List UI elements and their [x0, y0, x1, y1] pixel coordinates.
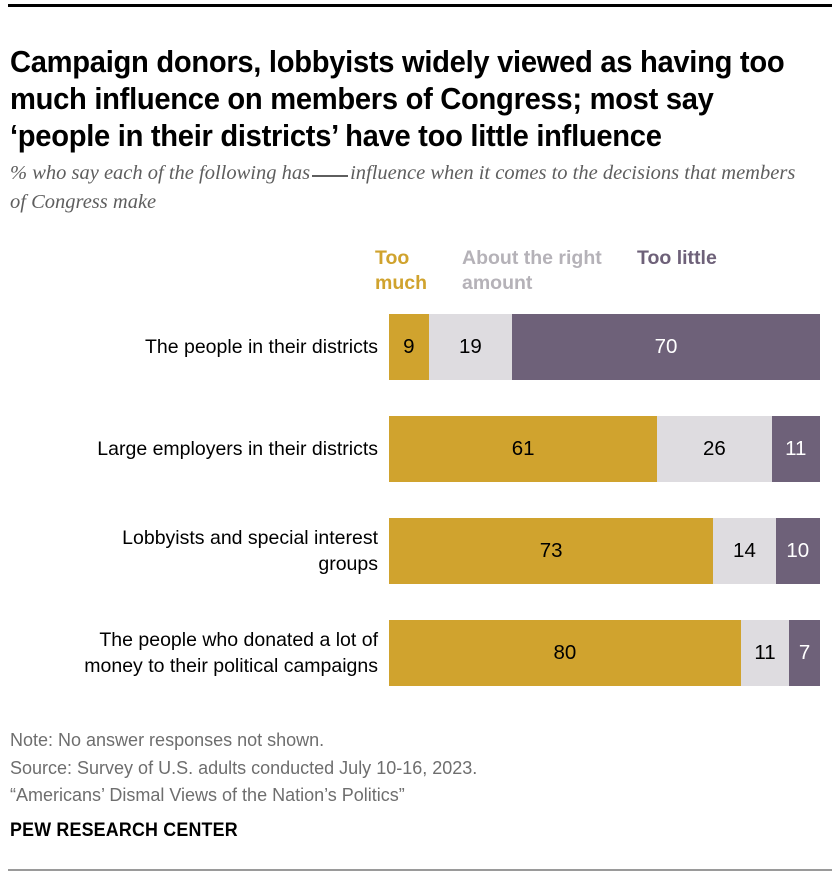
top-divider: [8, 4, 832, 7]
source-line: Source: Survey of U.S. adults conducted …: [10, 757, 478, 778]
bar-segment-too-little: 7: [789, 620, 820, 686]
bar-segment-too-much: 80: [389, 620, 741, 686]
page-subtitle: % who say each of the following has influ…: [10, 159, 800, 217]
footnotes: Note: No answer responses not shown. Sou…: [10, 727, 710, 810]
legend-item-too-little: Too little: [637, 247, 717, 269]
bar-segment-about: 14: [713, 518, 776, 584]
stacked-bar: 61 26 11: [389, 416, 820, 482]
bar-segment-about: 11: [740, 620, 790, 686]
bottom-divider: [8, 869, 832, 871]
pew-research-center-brand: PEW RESEARCH CENTER: [10, 820, 238, 841]
chart-row-label-line: The people who donated a lot of: [99, 629, 378, 651]
bar-segment-about: 19: [428, 314, 513, 380]
bar-segment-too-little: 10: [775, 518, 820, 584]
note-line: Note: No answer responses not shown.: [10, 730, 325, 750]
chart-row-label: The people who donated a lot of money to …: [38, 627, 378, 679]
stacked-bar: 73 14 10: [389, 518, 820, 584]
chart-row: Large employers in their districts 61 26 11: [0, 416, 840, 482]
chart-row: The people who donated a lot of money to …: [0, 620, 840, 686]
legend-item-too-much: Too much: [375, 247, 428, 294]
bar-segment-too-little: 70: [512, 314, 820, 380]
chart-row-label-line: The people in their districts: [144, 336, 378, 358]
legend: Too much About the right amount Too litt…: [0, 246, 840, 308]
bar-segment-too-much: 9: [389, 314, 429, 380]
bar-segment-about: 26: [657, 416, 772, 482]
bar-segment-too-little: 11: [771, 416, 820, 482]
chart-row-label-line: Large employers in their districts: [97, 438, 378, 460]
chart-row-label-line: money to their political campaigns: [84, 655, 378, 677]
subtitle-text-before: % who say each of the following has: [10, 162, 311, 184]
legend-item-about-right: About the right amount: [462, 247, 602, 294]
chart-row-label-line: Lobbyists and special interest: [122, 527, 378, 549]
stacked-bar: 80 11 7: [389, 620, 820, 686]
chart-row: The people in their districts 9 19 70: [0, 314, 840, 380]
subtitle-blank: [312, 175, 349, 177]
subtitle-text-after: influence when it comes to the decisions…: [10, 162, 796, 213]
chart-row-label: Lobbyists and special interest groups: [38, 525, 378, 577]
bar-segment-too-much: 61: [389, 416, 658, 482]
report-line: “Americans’ Dismal Views of the Nation’s…: [10, 785, 405, 805]
chart-row-label-line: groups: [318, 553, 378, 575]
bar-segment-too-much: 73: [389, 518, 714, 584]
chart-row-label: The people in their districts: [38, 334, 378, 360]
chart-row: Lobbyists and special interest groups 73 14…: [0, 518, 840, 584]
chart-row-label: Large employers in their districts: [38, 436, 378, 462]
page-title: Campaign donors, lobbyists widely viewed…: [10, 45, 785, 154]
stacked-bar: 9 19 70: [389, 314, 820, 380]
